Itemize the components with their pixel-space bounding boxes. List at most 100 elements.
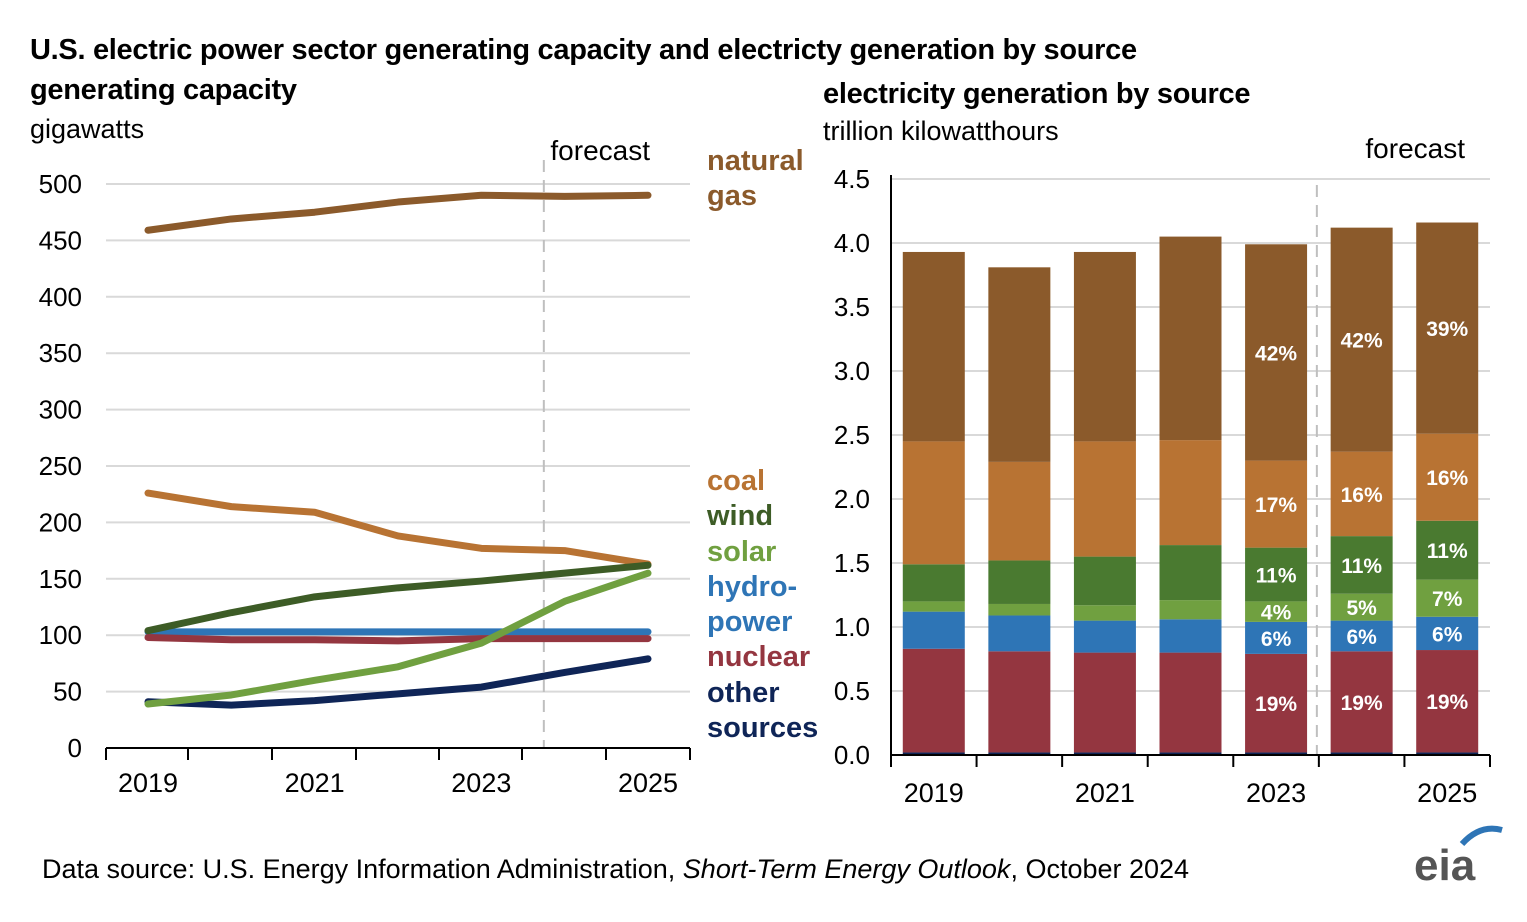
y-tick-label: 4.0 — [834, 228, 870, 258]
data-label-hydropower: 6% — [1346, 626, 1377, 649]
bar-segment-natural-gas — [1245, 244, 1308, 461]
data-label-nuclear: 19% — [1426, 691, 1468, 714]
data-label-coal: 17% — [1255, 494, 1297, 517]
bar-segment-hydropower — [1330, 620, 1393, 652]
y-tick-label: 100 — [39, 620, 82, 650]
y-tick-label: 3.0 — [834, 356, 870, 386]
bar-segment-coal — [902, 441, 965, 565]
x-tick-label: 2021 — [1075, 778, 1135, 808]
series-line-solar — [144, 569, 652, 708]
bar-segment-coal — [1330, 451, 1393, 537]
data-label-natural-gas: 39% — [1426, 318, 1468, 341]
bar-segment-hydropower — [1159, 619, 1222, 653]
series-label-natural-gas: gas — [707, 180, 757, 212]
x-tick-label: 2025 — [618, 768, 678, 798]
y-tick-label: 2.0 — [834, 484, 870, 514]
data-label-natural-gas: 42% — [1255, 342, 1297, 365]
bar-segment-solar — [1159, 600, 1222, 620]
series-line-other — [144, 655, 652, 709]
bar-segment-coal — [1245, 460, 1308, 548]
data-label-natural-gas: 42% — [1341, 330, 1383, 353]
y-tick-label: 3.5 — [834, 292, 870, 322]
y-tick-label: 0.0 — [834, 740, 870, 770]
data-label-coal: 16% — [1426, 467, 1468, 490]
eia-logo-text: eia — [1414, 841, 1476, 890]
series-label-other: other — [707, 677, 780, 709]
series-line-nuclear — [144, 633, 652, 645]
eia-logo: eia — [1414, 825, 1503, 890]
data-label-wind: 11% — [1427, 540, 1468, 563]
y-tick-label: 50 — [53, 677, 82, 707]
bar-segment-solar — [902, 601, 965, 612]
bar-segment-other — [1159, 752, 1222, 755]
y-tick-label: 0 — [68, 733, 82, 763]
bar-segment-solar — [1073, 605, 1136, 621]
bar-segment-wind — [1330, 536, 1393, 594]
left-chart-units: gigawatts — [30, 114, 145, 144]
y-tick-label: 200 — [39, 507, 82, 537]
bar-segment-hydropower — [1416, 616, 1479, 651]
chart-title: U.S. electric power sector generating ca… — [30, 34, 1137, 66]
y-tick-label: 4.5 — [834, 164, 870, 194]
bar-segment-wind — [902, 564, 965, 602]
series-line-wind — [144, 561, 652, 635]
bar-segment-nuclear — [1416, 650, 1479, 753]
data-label-coal: 16% — [1341, 484, 1383, 507]
bar-segment-coal — [1073, 441, 1136, 557]
y-tick-label: 500 — [39, 169, 82, 199]
bar-segment-hydropower — [988, 615, 1051, 652]
data-label-hydropower: 6% — [1261, 628, 1292, 651]
bar-segment-nuclear — [1159, 652, 1222, 753]
y-tick-label: 250 — [39, 451, 82, 481]
series-line-natural-gas — [144, 191, 652, 234]
source-prefix: Data source: U.S. Energy Information Adm… — [42, 854, 683, 884]
y-tick-label: 300 — [39, 395, 82, 425]
bar-segment-other — [1330, 752, 1393, 755]
bar-segment-nuclear — [1245, 653, 1308, 753]
y-tick-label: 2.5 — [834, 420, 870, 450]
series-label-hydropower: power — [707, 606, 792, 638]
x-tick-label: 2019 — [118, 768, 178, 798]
series-label-other: sources — [707, 712, 818, 744]
data-label-wind: 11% — [1341, 555, 1382, 578]
x-tick-label: 2021 — [285, 768, 345, 798]
bar-segment-solar — [988, 603, 1051, 616]
series-label-wind: wind — [706, 500, 773, 532]
bar-segment-other — [1416, 752, 1479, 755]
bar-segment-other — [1245, 752, 1308, 755]
x-tick-label: 2025 — [1417, 778, 1477, 808]
series-label-coal: coal — [707, 465, 765, 497]
series-label-nuclear: nuclear — [707, 641, 810, 673]
bar-segment-solar — [1245, 601, 1308, 622]
right-chart-title: electricity generation by source — [823, 78, 1251, 110]
bar-segment-hydropower — [902, 611, 965, 649]
bar-segment-coal — [988, 461, 1051, 561]
bar-segment-nuclear — [988, 651, 1051, 753]
y-tick-label: 150 — [39, 564, 82, 594]
bar-segment-hydropower — [1073, 620, 1136, 653]
bar-segment-wind — [1245, 547, 1308, 602]
x-tick-label: 2023 — [1246, 778, 1306, 808]
bar-segment-nuclear — [1330, 651, 1393, 753]
data-source-note: Data source: U.S. Energy Information Adm… — [42, 854, 1189, 885]
bar-segment-natural-gas — [1330, 227, 1393, 452]
bar-segment-natural-gas — [1416, 222, 1479, 434]
y-tick-label: 1.0 — [834, 612, 870, 642]
eia-logo-arc — [1459, 825, 1503, 847]
y-tick-label: 0.5 — [834, 676, 870, 706]
bar-segment-wind — [988, 560, 1051, 604]
bar-segment-solar — [1330, 593, 1393, 621]
bar-segment-natural-gas — [1159, 236, 1222, 441]
bar-segment-other — [988, 752, 1051, 755]
data-label-solar: 5% — [1346, 597, 1377, 620]
y-tick-label: 450 — [39, 225, 82, 255]
forecast-label: forecast — [1365, 133, 1465, 164]
forecast-label: forecast — [550, 135, 650, 166]
bar-segment-hydropower — [1245, 621, 1308, 654]
data-label-nuclear: 19% — [1255, 693, 1297, 716]
bar-segment-solar — [1416, 579, 1479, 617]
bar-segment-wind — [1159, 545, 1222, 601]
bar-segment-nuclear — [1073, 652, 1136, 753]
bar-segment-natural-gas — [988, 267, 1051, 462]
